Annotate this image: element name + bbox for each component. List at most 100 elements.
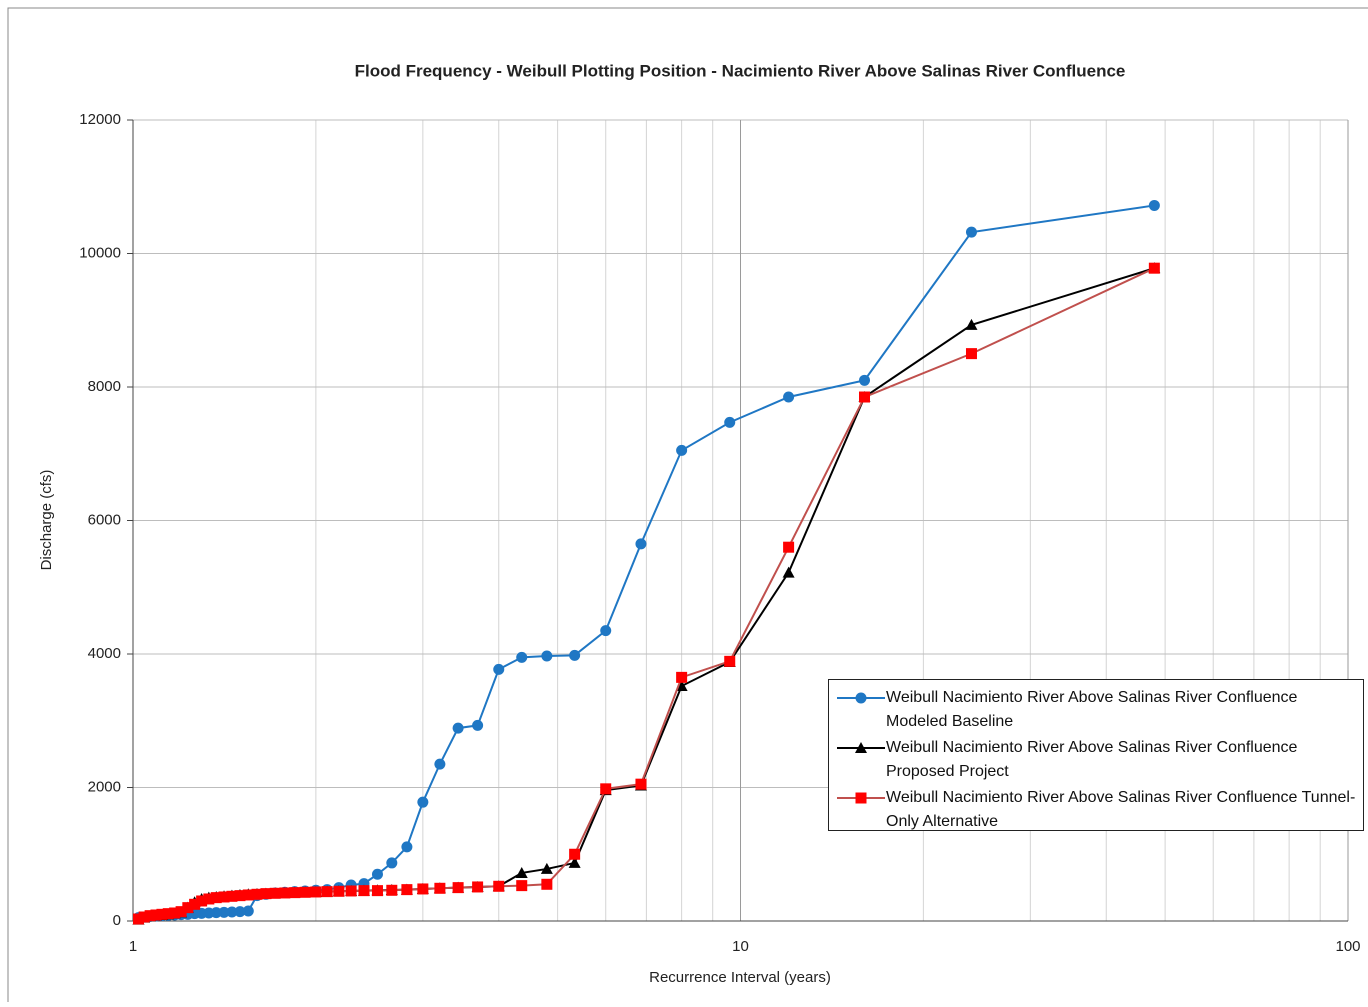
data-point: [269, 887, 281, 899]
data-point: [1148, 199, 1160, 211]
y-tick-label: 0: [113, 912, 121, 929]
legend-label: Weibull Nacimiento River Above Salinas R…: [886, 789, 1356, 830]
data-point: [386, 857, 398, 869]
data-point: [635, 778, 647, 790]
data-point: [189, 898, 201, 910]
data-point: [260, 888, 272, 900]
data-point: [401, 841, 413, 853]
legend-symbol: [837, 692, 885, 704]
data-point: [417, 796, 429, 808]
data-point: [676, 444, 688, 456]
data-point: [855, 792, 867, 804]
chart-frame: [7, 7, 1368, 1007]
data-point: [965, 318, 978, 330]
data-point: [150, 909, 162, 921]
data-point: [175, 906, 187, 918]
data-point: [434, 882, 446, 894]
data-point: [386, 884, 398, 896]
data-point: [783, 541, 795, 553]
data-point: [210, 892, 222, 904]
data-point: [600, 783, 612, 795]
data-point: [242, 889, 254, 901]
data-point: [472, 881, 484, 893]
legend-symbol: [837, 742, 885, 753]
data-point: [452, 722, 464, 734]
data-point: [859, 374, 871, 386]
data-point: [196, 895, 208, 907]
data-point: [234, 906, 246, 918]
data-point: [541, 878, 553, 890]
data-point: [371, 885, 383, 897]
data-point: [138, 911, 150, 923]
data-point: [371, 868, 383, 880]
data-point: [965, 348, 977, 360]
legend-label: Weibull Nacimiento River Above Salinas R…: [886, 689, 1298, 730]
data-point: [321, 886, 333, 898]
x-tick-label: 1: [129, 938, 137, 955]
legend-label: Weibull Nacimiento River Above Salinas R…: [886, 739, 1298, 780]
data-point: [493, 880, 505, 892]
data-point: [724, 416, 736, 428]
chart-title: Flood Frequency - Weibull Plotting Posit…: [355, 61, 1126, 80]
data-point: [472, 719, 484, 731]
data-point: [635, 538, 647, 550]
data-point: [156, 908, 168, 920]
data-point: [569, 848, 581, 860]
data-point: [242, 905, 254, 917]
y-axis-label: Discharge (cfs): [38, 470, 55, 571]
x-tick-label: 10: [732, 938, 749, 955]
data-point: [676, 671, 688, 683]
data-point: [855, 742, 867, 753]
data-point: [434, 758, 446, 770]
data-point: [516, 651, 528, 663]
data-point: [144, 910, 156, 922]
y-tick-label: 8000: [88, 378, 121, 395]
data-point: [310, 886, 322, 898]
y-tick-label: 4000: [88, 645, 121, 662]
data-point: [782, 566, 795, 578]
data-point: [279, 887, 291, 899]
data-point: [568, 856, 581, 868]
x-axis-label: Recurrence Interval (years): [649, 969, 831, 986]
data-point: [299, 886, 311, 898]
data-point: [783, 391, 795, 403]
legend: Weibull Nacimiento River Above Salinas R…: [828, 679, 1364, 831]
data-point: [226, 890, 238, 902]
data-point: [965, 226, 977, 238]
data-point: [541, 650, 553, 662]
y-tick-label: 2000: [88, 778, 121, 795]
data-point: [218, 891, 230, 903]
data-point: [540, 862, 553, 874]
data-point: [132, 913, 144, 925]
data-point: [234, 890, 246, 902]
data-point: [218, 906, 230, 918]
data-point: [358, 885, 370, 897]
data-point: [345, 885, 357, 897]
y-tick-label: 10000: [79, 244, 121, 261]
data-point: [251, 888, 263, 900]
data-point: [289, 887, 301, 899]
y-tick-label: 12000: [79, 111, 121, 128]
x-tick-label: 100: [1335, 938, 1360, 955]
data-point: [675, 680, 688, 692]
data-point: [182, 902, 194, 914]
data-point: [333, 885, 345, 897]
data-point: [1148, 262, 1160, 274]
data-point: [493, 663, 505, 675]
data-point: [452, 882, 464, 894]
data-point: [162, 908, 174, 920]
data-point: [226, 906, 238, 918]
data-point: [859, 391, 871, 403]
data-point: [569, 649, 581, 661]
data-point: [401, 884, 413, 896]
data-point: [515, 866, 528, 878]
data-point: [516, 880, 528, 892]
data-point: [169, 907, 181, 919]
y-tick-label: 6000: [88, 511, 121, 528]
legend-symbol: [837, 792, 885, 804]
data-point: [417, 883, 429, 895]
data-point: [203, 893, 215, 905]
data-point: [855, 692, 867, 704]
